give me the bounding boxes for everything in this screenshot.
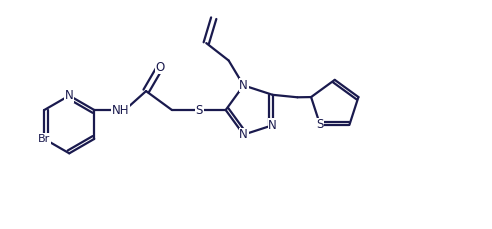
Text: N: N: [239, 79, 248, 92]
Text: NH: NH: [111, 104, 129, 117]
Text: N: N: [239, 128, 248, 141]
Text: S: S: [316, 118, 324, 131]
Text: S: S: [196, 104, 203, 117]
Text: Br: Br: [38, 134, 50, 144]
Text: N: N: [65, 89, 74, 102]
Text: N: N: [268, 119, 277, 132]
Text: O: O: [155, 61, 165, 74]
